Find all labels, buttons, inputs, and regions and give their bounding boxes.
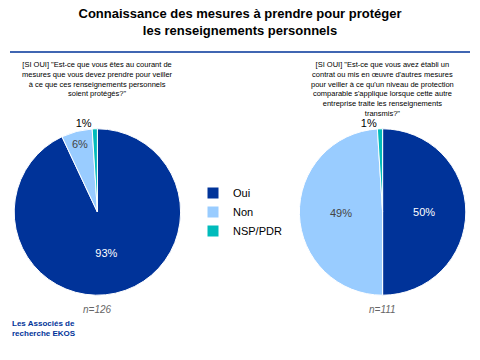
- svg-text:6%: 6%: [72, 138, 88, 150]
- svg-text:50%: 50%: [413, 206, 435, 218]
- svg-text:n=126: n=126: [83, 304, 112, 315]
- svg-text:49%: 49%: [330, 207, 352, 219]
- svg-text:Oui: Oui: [233, 187, 250, 199]
- svg-text:[SI OUI] "Est-ce que vous avez: [SI OUI] "Est-ce que vous avez établi un…: [311, 60, 454, 118]
- svg-text:Non: Non: [233, 206, 253, 218]
- svg-text:Les Associés derecherche EKOS: Les Associés derecherche EKOS: [12, 319, 76, 338]
- svg-text:n=111: n=111: [369, 304, 396, 315]
- svg-text:NSP/PDR: NSP/PDR: [233, 225, 282, 237]
- svg-text:93%: 93%: [95, 247, 117, 259]
- svg-text:Connaissance des mesures à pre: Connaissance des mesures à prendre pour …: [79, 6, 402, 38]
- svg-text:1%: 1%: [76, 117, 92, 129]
- svg-text:[SI OUI] "Est-ce que vous êtes: [SI OUI] "Est-ce que vous êtes au couran…: [22, 60, 173, 98]
- svg-text:1%: 1%: [361, 117, 377, 129]
